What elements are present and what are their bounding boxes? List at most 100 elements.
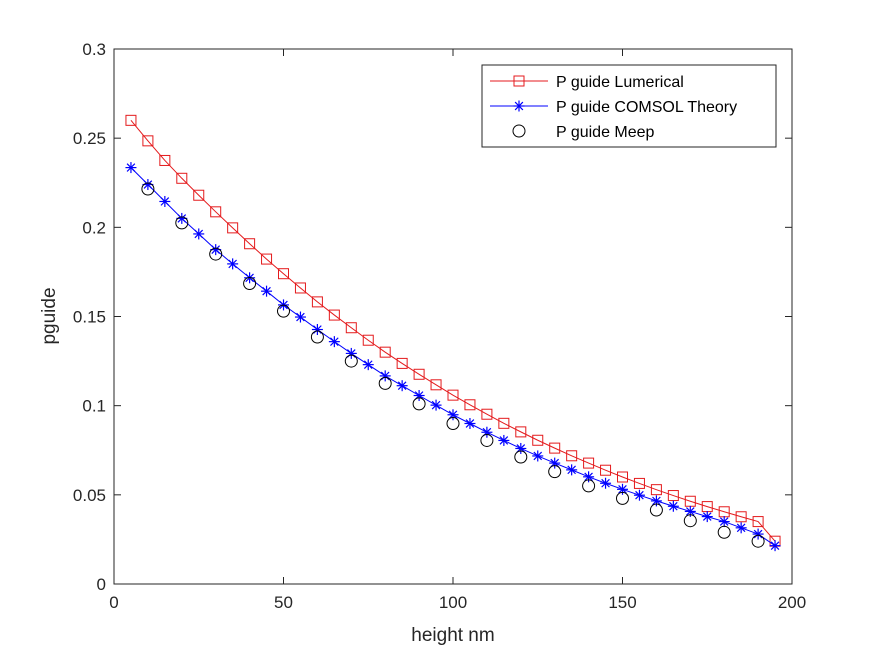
data-point-square — [125, 114, 137, 126]
data-point-circle — [412, 397, 426, 411]
series-line — [130, 120, 776, 542]
asterisk-stroke — [448, 410, 458, 420]
y-axis-label: pguide — [39, 287, 60, 344]
asterisk-stroke — [601, 478, 610, 488]
data-point-square — [379, 346, 391, 358]
data-point-circle — [141, 182, 155, 196]
data-point-asterisk — [447, 409, 459, 421]
data-point-asterisk — [583, 471, 595, 483]
data-point-circle — [514, 450, 528, 464]
data-point-square — [667, 490, 679, 502]
asterisk-stroke — [567, 465, 576, 475]
data-point-square — [294, 282, 306, 294]
legend-label: P guide Lumerical — [556, 74, 684, 91]
data-point-square — [413, 368, 425, 380]
data-point-asterisk — [769, 540, 781, 552]
data-point-square — [583, 457, 595, 469]
legend-marker — [512, 124, 526, 138]
asterisk-stroke — [194, 229, 204, 239]
data-point-circle — [310, 330, 324, 344]
y-tick-label: 0.15 — [73, 308, 106, 327]
asterisk-stroke — [618, 484, 627, 494]
data-point-circle — [243, 277, 257, 291]
data-point-circle — [548, 465, 562, 479]
asterisk-stroke — [211, 245, 221, 254]
data-point-square — [142, 135, 154, 147]
data-point-circle — [378, 376, 392, 390]
data-point-asterisk — [566, 464, 578, 476]
asterisk-stroke — [719, 517, 729, 526]
asterisk-stroke — [669, 501, 678, 511]
data-point-asterisk — [515, 442, 527, 454]
data-point-asterisk — [311, 324, 323, 336]
asterisk-stroke — [702, 512, 712, 521]
data-point-asterisk — [684, 505, 696, 517]
data-point-square — [176, 172, 188, 184]
asterisk-stroke — [262, 286, 271, 296]
data-point-asterisk — [125, 162, 137, 174]
y-tick-label: 0.2 — [82, 218, 106, 237]
data-point-square — [227, 222, 239, 234]
legend-marker — [513, 100, 525, 112]
data-point-circle — [717, 525, 731, 539]
data-point-circle — [446, 417, 460, 430]
data-point-circle — [649, 503, 663, 517]
x-tick-label: 100 — [439, 593, 467, 612]
data-point-asterisk — [735, 522, 747, 534]
data-point-square — [311, 296, 323, 308]
legend-marker — [513, 75, 525, 87]
data-point-square — [345, 322, 357, 334]
data-point-square — [752, 516, 764, 528]
asterisk-stroke — [330, 337, 339, 346]
y-tick-label: 0.25 — [73, 129, 106, 148]
data-point-circle — [344, 354, 358, 368]
data-point-asterisk — [498, 434, 510, 446]
legend-entry: P guide Lumerical — [490, 74, 684, 91]
asterisk-stroke — [160, 197, 170, 206]
data-point-circle — [209, 247, 223, 261]
data-point-asterisk — [549, 457, 561, 469]
series-2 — [125, 162, 781, 552]
data-point-asterisk — [464, 418, 476, 429]
data-point-asterisk — [379, 370, 391, 382]
asterisk-stroke — [465, 419, 475, 428]
data-point-square — [464, 399, 476, 411]
data-point-asterisk — [294, 311, 306, 323]
legend-label: P guide COMSOL Theory — [556, 99, 737, 116]
data-point-asterisk — [532, 450, 544, 462]
data-point-circle — [480, 433, 494, 447]
x-tick-label: 200 — [778, 593, 806, 612]
data-point-square — [278, 268, 289, 280]
legend-label: P guide Meep — [556, 124, 655, 141]
data-point-square — [261, 253, 273, 265]
data-point-square — [735, 511, 747, 523]
data-point-asterisk — [701, 511, 713, 523]
legend: P guide Lumerical P guide COMSOL Theory P … — [481, 64, 777, 148]
data-point-asterisk — [261, 285, 273, 297]
data-point-square — [650, 484, 662, 496]
data-point-square — [481, 408, 493, 420]
data-point-asterisk — [345, 347, 357, 359]
data-point-square — [396, 357, 408, 369]
data-point-circle — [751, 534, 765, 548]
x-tick-label: 0 — [109, 593, 118, 612]
data-point-square — [159, 154, 171, 166]
data-point-square — [447, 389, 459, 401]
axis-ticks: 0 50 100 150 200 0 0.05 0.1 0.15 0.2 0.25 0.3 — [73, 40, 806, 612]
data-point-square — [430, 379, 442, 391]
data-point-square — [633, 477, 645, 489]
asterisk-stroke — [736, 523, 746, 533]
asterisk-stroke — [397, 381, 407, 391]
data-point-asterisk — [396, 380, 408, 392]
data-point-square — [328, 309, 340, 321]
data-point-square — [498, 417, 510, 429]
data-point-square — [362, 334, 374, 346]
data-point-circle — [175, 216, 189, 230]
y-tick-label: 0.05 — [73, 486, 106, 505]
asterisk-stroke — [177, 214, 187, 223]
data-point-asterisk — [617, 483, 628, 495]
data-point-circle — [277, 304, 290, 318]
legend-entry: P guide COMSOL Theory — [490, 99, 737, 116]
